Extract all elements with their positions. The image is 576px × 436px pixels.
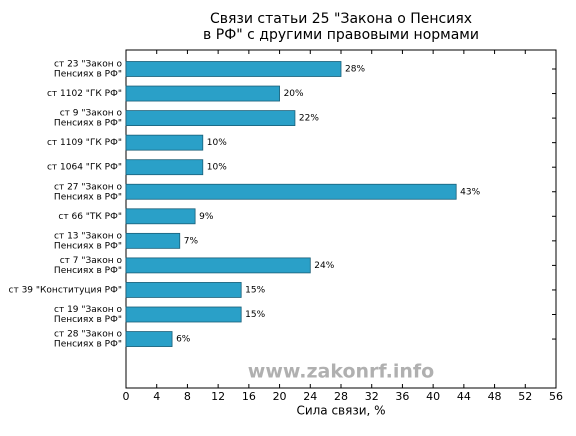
- chart-title: Связи статьи 25 "Закона о Пенсиях: [210, 11, 472, 27]
- value-label: 20%: [284, 89, 304, 99]
- bar: [125, 110, 296, 126]
- x-tick-label: 20: [273, 390, 287, 403]
- bar: [125, 331, 173, 347]
- y-tick-label: ст 27 "Закон о: [54, 182, 122, 192]
- x-tick-label: 0: [123, 390, 130, 403]
- y-tick-label: ст 9 "Закон о: [60, 109, 123, 119]
- value-label: 43%: [460, 187, 480, 197]
- chart-title: в РФ" с другими правовыми нормами: [203, 27, 479, 43]
- x-axis-label: Сила связи, %: [296, 404, 385, 418]
- watermark: www.zakonrf.info: [248, 361, 434, 383]
- y-tick-label: ст 23 "Закон о: [54, 60, 122, 70]
- y-tick-label: ст 66 "ТК РФ": [58, 212, 122, 222]
- x-tick-label: 56: [549, 390, 563, 403]
- value-label: 15%: [245, 285, 265, 295]
- y-tick-label: ст 13 "Закон о: [54, 231, 122, 241]
- x-tick-label: 8: [184, 390, 191, 403]
- value-label: 10%: [207, 163, 227, 173]
- x-tick-label: 28: [334, 390, 348, 403]
- bar: [125, 208, 196, 225]
- bar: [125, 61, 342, 77]
- value-label: 7%: [184, 236, 199, 246]
- value-label: 22%: [299, 114, 319, 124]
- value-label: 9%: [199, 212, 214, 222]
- x-tick-label: 32: [365, 390, 379, 403]
- y-tick-label: ст 28 "Закон о: [54, 330, 122, 340]
- x-tick-label: 40: [426, 390, 440, 403]
- y-tick-label: Пенсиях в РФ": [54, 315, 122, 325]
- bar: [125, 85, 280, 102]
- value-label: 28%: [345, 65, 365, 75]
- x-tick-label: 4: [153, 390, 160, 403]
- y-tick-label: Пенсиях в РФ": [54, 241, 122, 251]
- y-tick-label: Пенсиях в РФ": [54, 340, 122, 350]
- x-tick-label: 36: [395, 390, 409, 403]
- x-tick-label: 12: [211, 390, 225, 403]
- value-label: 24%: [314, 261, 334, 271]
- y-tick-label: ст 1064 "ГК РФ": [47, 163, 122, 173]
- y-tick-label: ст 1109 "ГК РФ": [47, 138, 122, 148]
- bar: [125, 159, 204, 176]
- value-label: 15%: [245, 310, 265, 320]
- y-tick-label: Пенсиях в РФ": [54, 119, 122, 129]
- value-label: 6%: [176, 335, 191, 345]
- x-tick-label: 16: [242, 390, 256, 403]
- y-tick-label: ст 1102 "ГК РФ": [47, 89, 122, 99]
- x-tick-label: 24: [303, 390, 317, 403]
- x-tick-label: 52: [518, 390, 532, 403]
- y-tick-label: Пенсиях в РФ": [54, 70, 122, 80]
- bar: [125, 257, 311, 274]
- bar: [125, 306, 242, 323]
- y-tick-label: ст 7 "Закон о: [60, 256, 123, 266]
- y-tick-label: ст 39 "Конституция РФ": [9, 285, 122, 295]
- bar: [125, 183, 457, 200]
- bar: [125, 282, 242, 298]
- value-label: 10%: [207, 138, 227, 148]
- y-tick-label: Пенсиях в РФ": [54, 266, 122, 276]
- bar: [125, 134, 204, 151]
- x-tick-label: 48: [488, 390, 502, 403]
- x-tick-label: 44: [457, 390, 471, 403]
- bar: [125, 232, 181, 249]
- y-tick-label: ст 19 "Закон о: [54, 305, 122, 315]
- y-tick-label: Пенсиях в РФ": [54, 192, 122, 202]
